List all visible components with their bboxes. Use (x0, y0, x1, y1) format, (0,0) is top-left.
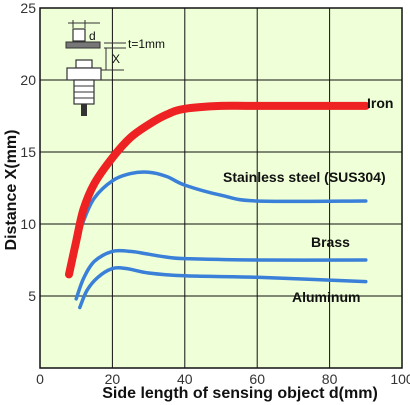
proximity-sensor-icon (66, 59, 102, 116)
grid-lines (40, 8, 402, 368)
series-label-aluminum: Aluminum (292, 289, 360, 305)
x-tick-label: 0 (36, 371, 44, 387)
series-label-brass: Brass (311, 234, 350, 250)
target-square-icon (72, 28, 86, 42)
inset-t-label: t=1mm (128, 37, 165, 51)
x-tick-label: 80 (322, 371, 338, 387)
y-axis-label: Distance X(mm) (3, 130, 20, 251)
x-axis-label: Side length of sensing object d(mm) (102, 385, 378, 402)
y-tick-label: 20 (20, 72, 36, 88)
y-tick-label: 25 (20, 0, 36, 16)
sensor-inset: d t=1mm X (65, 20, 165, 116)
y-tick-label: 10 (20, 216, 36, 232)
x-tick-label: 20 (105, 371, 121, 387)
x-tick-label: 40 (177, 371, 193, 387)
series-line-aluminum (78, 266, 368, 310)
series-line-brass (74, 248, 368, 301)
x-tick-label: 100 (390, 371, 410, 387)
series-label-iron: Iron (367, 95, 393, 111)
x-tick-label: 60 (249, 371, 265, 387)
tick-labels: 0 20 40 60 80 100 5 10 15 20 25 (20, 0, 410, 387)
y-tick-label: 5 (28, 288, 36, 304)
target-plate-icon (65, 41, 101, 49)
series-layer (65, 101, 370, 310)
inset-d-label: d (89, 29, 96, 43)
series-labels: Iron Stainless steel (SUS304) Brass Aluminu… (223, 95, 393, 305)
series-label-stainless-steel-sus304: Stainless steel (SUS304) (223, 169, 386, 185)
y-tick-label: 15 (20, 144, 36, 160)
inset-x-label: X (112, 52, 120, 66)
series-line-iron (65, 101, 370, 279)
